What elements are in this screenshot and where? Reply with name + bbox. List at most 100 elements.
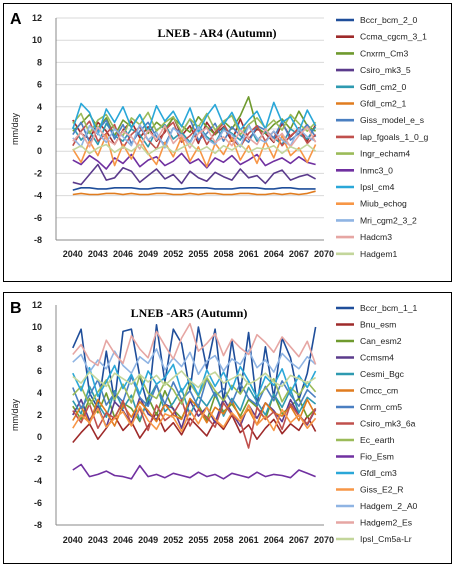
x-tick-label: 2046 (113, 249, 133, 259)
x-tick-label: 2067 (289, 249, 309, 259)
x-tick-label: 2052 (163, 535, 183, 545)
legend-entry: Giss_model_e_s (360, 115, 424, 125)
y-axis-label: mm/day (10, 113, 20, 146)
legend-entry: Gfdl_cm2_1 (360, 99, 407, 109)
chart-b-svg: B 12 10 8 6 4 2 0 -2 -4 -6 -8 mm/day 2040 2043 2046 2049… (10, 300, 418, 545)
x-tick-label: 2049 (138, 249, 158, 259)
x-tick-label: 2055 (188, 535, 208, 545)
legend-entry: Bccr_bcm_1_1 (360, 303, 418, 313)
x-tick-label: 2067 (289, 535, 309, 545)
legend-entry: Hadcm3 (360, 232, 392, 242)
x-tick-label: 2049 (138, 535, 158, 545)
y-tick-label: 10 (32, 322, 42, 332)
x-tick-label: 2070 (314, 249, 334, 259)
y-tick-label: 4 (37, 102, 42, 112)
legend-entry: Gdfl_cm2_0 (360, 82, 407, 92)
x-tick-label: 2052 (163, 249, 183, 259)
y-tick-label: 10 (32, 35, 42, 45)
x-tick-label: 2040 (63, 535, 83, 545)
legend-entry: Cesmi_Bgc (360, 369, 405, 379)
series-line-hadgem1 (72, 142, 317, 156)
x-tick-label: 2061 (239, 249, 259, 259)
panel-b: B 12 10 8 6 4 2 0 -2 -4 -6 -8 mm/day 2040 2043 2046 2049… (3, 292, 452, 564)
y-tick-label: -4 (34, 476, 42, 486)
series-line-bccr-bcm-2-0 (72, 187, 316, 191)
series-line-ingr-echam4 (72, 111, 317, 137)
y-tick-label: -4 (34, 191, 42, 201)
y-axis-label: mm/day (10, 399, 20, 432)
legend-entry: Cnrm_cm5 (360, 402, 402, 412)
y-tick-label: -6 (34, 498, 42, 508)
y-tick-label: 8 (37, 57, 42, 67)
legend-entry: Csiro_mk3_6a (360, 419, 416, 429)
series-line-miub-echog (72, 133, 317, 168)
x-tick-label: 2058 (213, 535, 233, 545)
legend-entry: Cnxrm_Cm3 (360, 48, 408, 58)
x-tick-label: 2046 (113, 535, 133, 545)
panel-label: B (10, 300, 22, 317)
series-line-ipsl-cm5a-lr (72, 370, 317, 389)
series-line-gfdl-cm2-1 (72, 190, 316, 196)
legend-entry: Ingr_echam4 (360, 149, 410, 159)
series-line-hadgem2-es (72, 322, 317, 367)
y-tick-label: -8 (34, 235, 42, 245)
legend-entry: Csiro_mk3_5 (360, 65, 411, 75)
x-tick-label: 2064 (264, 535, 284, 545)
y-tick-label: 2 (37, 124, 42, 134)
legend-entry: Can_esm2 (360, 336, 402, 346)
legend-entry: Hadgem2_Es (360, 518, 412, 528)
series-line-ccmsm4 (72, 396, 317, 429)
x-tick-label: 2055 (188, 249, 208, 259)
legend-entry: Hadgem1 (360, 249, 397, 259)
y-tick-label: 12 (32, 300, 42, 310)
series-line-hadcm3 (72, 124, 317, 150)
chart-a-svg: A 12 10 8 6 4 2 0 -2 -4 -6 -8 mm/day 2040 2043 2046 2049… (10, 11, 429, 259)
y-tick-label: 12 (32, 13, 42, 23)
y-tick-label: -2 (34, 168, 42, 178)
x-tick-label: 2040 (63, 249, 83, 259)
legend-entry: Ipsl_cm4 (360, 182, 395, 192)
chart-title: LNEB -AR5 (Autumn) (131, 306, 248, 320)
legend-entry: Ccmsm4 (360, 353, 394, 363)
legend-entry: Bccr_bcm_2_0 (360, 15, 418, 25)
x-tick-label: 2070 (314, 535, 334, 545)
y-tick-label: 6 (37, 80, 42, 90)
y-tick-label: 0 (37, 146, 42, 156)
series-line-ipsl-cm4 (72, 101, 317, 136)
x-tick-label: 2043 (88, 535, 108, 545)
x-tick-label: 2064 (264, 249, 284, 259)
series-line-inmc3-0 (72, 152, 316, 170)
y-tick-label: 4 (37, 388, 42, 398)
series-line-mri-cgm2-3-2 (72, 123, 316, 149)
x-tick-label: 2058 (213, 249, 233, 259)
series-line-giss-e2-r (72, 404, 317, 433)
legend-entry: Fio_Esm (360, 452, 394, 462)
y-tick-label: 8 (37, 344, 42, 354)
legend-entry: Ccma_cgcm_3_1 (360, 32, 427, 42)
legend-entry: Iap_fgoals_1_0_g (360, 132, 429, 142)
y-tick-label: 0 (37, 432, 42, 442)
panel-label: A (10, 11, 22, 28)
x-tick-label: 2061 (239, 535, 259, 545)
legend-entry: Miub_echog (360, 199, 407, 209)
panel-a: A 12 10 8 6 4 2 0 -2 -4 -6 -8 mm/day 2040 2043 2046 2049… (3, 3, 452, 282)
legend-entry: Inmc3_0 (360, 165, 393, 175)
legend-entry: Cmcc_cm (360, 386, 398, 396)
series-line-fio-esm (72, 463, 316, 480)
chart-title: LNEB - AR4 (Autumn) (157, 26, 276, 40)
legend-entry: Ipsl_Cm5a-Lr (360, 534, 412, 544)
series-line-hadgem-2-a0 (72, 348, 317, 376)
y-tick-label: -2 (34, 454, 42, 464)
x-tick-label: 2043 (88, 249, 108, 259)
y-tick-label: -8 (34, 520, 42, 530)
y-tick-label: 6 (37, 366, 42, 376)
y-tick-label: -6 (34, 213, 42, 223)
legend-entry: Hadgem_2_A0 (360, 501, 418, 511)
series-line-csiro-mk3-5 (72, 163, 316, 186)
y-tick-label: 2 (37, 410, 42, 420)
legend-entry: Gfdl_cm3 (360, 468, 397, 478)
legend-entry: Ec_earth (360, 435, 395, 445)
legend-entry: Bnu_esm (360, 320, 396, 330)
legend-entry: Mri_cgm2_3_2 (360, 215, 417, 225)
legend-entry: Giss_E2_R (360, 485, 403, 495)
